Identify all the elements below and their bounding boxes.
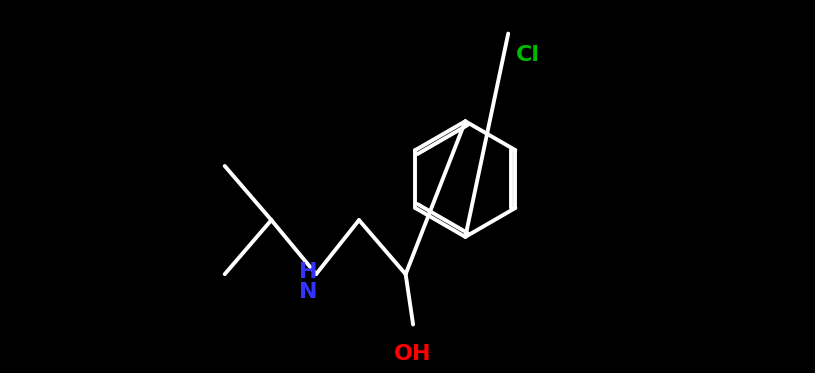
Text: OH: OH — [394, 344, 432, 364]
Text: N: N — [299, 282, 318, 302]
Text: Cl: Cl — [516, 45, 540, 65]
Text: H: H — [299, 261, 318, 282]
